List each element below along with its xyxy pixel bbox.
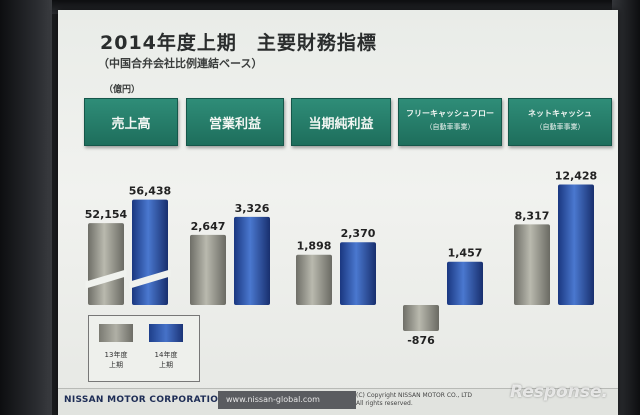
legend-label-curr: 14年度 上期: [154, 351, 178, 369]
axis-break-mark: [129, 269, 171, 289]
chart-legend: 13年度 上期 14年度 上期: [88, 315, 200, 382]
corporation-name: NISSAN MOTOR CORPORATION: [64, 395, 227, 405]
bar-value-label-curr-0: 56,438: [129, 185, 171, 198]
header-net-cash-label: ネットキャッシュ: [528, 109, 592, 118]
bar-curr-2: [340, 242, 376, 305]
copyright-text: (C) Copyright NISSAN MOTOR CO., LTD All …: [356, 392, 472, 408]
unit-label: （億円）: [104, 85, 141, 95]
bar-prev-4: [514, 224, 550, 305]
footer-url: www.nissan-global.com: [218, 391, 356, 409]
bar-curr-3: [447, 261, 483, 305]
presentation-slide: 2014年度上期 主要財務指標 （中国合弁会社比例連結ベース） （億円） 売上高…: [58, 10, 618, 415]
header-sales: 売上高: [84, 98, 178, 146]
copyright-line: (C) Copyright NISSAN MOTOR CO., LTD: [356, 392, 473, 399]
axis-break-mark: [85, 269, 127, 289]
screen-bezel-left: [0, 0, 52, 415]
slide-footer: NISSAN MOTOR CORPORATION www.nissan-glob…: [58, 388, 618, 415]
bar-value-label-curr-2: 2,370: [341, 227, 376, 240]
header-net-income-label: 当期純利益: [308, 117, 374, 132]
bar-curr-4: [558, 184, 594, 305]
header-free-cash-flow-label: フリーキャッシュフロー: [406, 109, 494, 118]
header-net-income: 当期純利益: [291, 98, 391, 146]
bar-prev-2: [296, 254, 332, 305]
bar-prev-3: [403, 305, 439, 332]
header-net-cash-sub: （自動車事業）: [535, 123, 585, 131]
header-net-cash: ネットキャッシュ （自動車事業）: [508, 98, 612, 146]
header-operating-profit: 営業利益: [186, 98, 284, 146]
response-watermark: Response.: [510, 382, 608, 402]
rights-line: All rights reserved.: [356, 400, 413, 407]
bar-value-label-prev-0: 52,154: [85, 208, 128, 221]
bar-prev-0: [88, 223, 124, 305]
slide-title: 2014年度上期 主要財務指標: [100, 32, 377, 54]
bar-value-label-prev-1: 2,647: [191, 220, 226, 233]
bar-value-label-prev-4: 8,317: [515, 209, 550, 222]
header-free-cash-flow-sub: （自動車事業）: [425, 123, 475, 131]
bar-value-label-curr-1: 3,326: [235, 202, 270, 215]
bar-value-label-prev-2: 1,898: [297, 240, 332, 253]
bar-value-label-curr-4: 12,428: [555, 169, 597, 182]
bar-curr-0: [132, 199, 168, 305]
header-free-cash-flow: フリーキャッシュフロー （自動車事業）: [398, 98, 502, 146]
bar-value-label-prev-3: -876: [407, 334, 435, 347]
legend-label-prev: 13年度 上期: [104, 351, 128, 369]
bar-prev-1: [190, 234, 226, 305]
bar-value-label-curr-3: 1,457: [448, 247, 483, 260]
header-operating-profit-label: 営業利益: [208, 117, 261, 132]
slide-subtitle: （中国合弁会社比例連結ベース）: [98, 57, 263, 70]
header-sales-label: 売上高: [111, 117, 151, 132]
bar-curr-1: [234, 216, 270, 305]
legend-swatch-prev: [99, 324, 133, 342]
legend-swatch-curr: [149, 324, 183, 342]
